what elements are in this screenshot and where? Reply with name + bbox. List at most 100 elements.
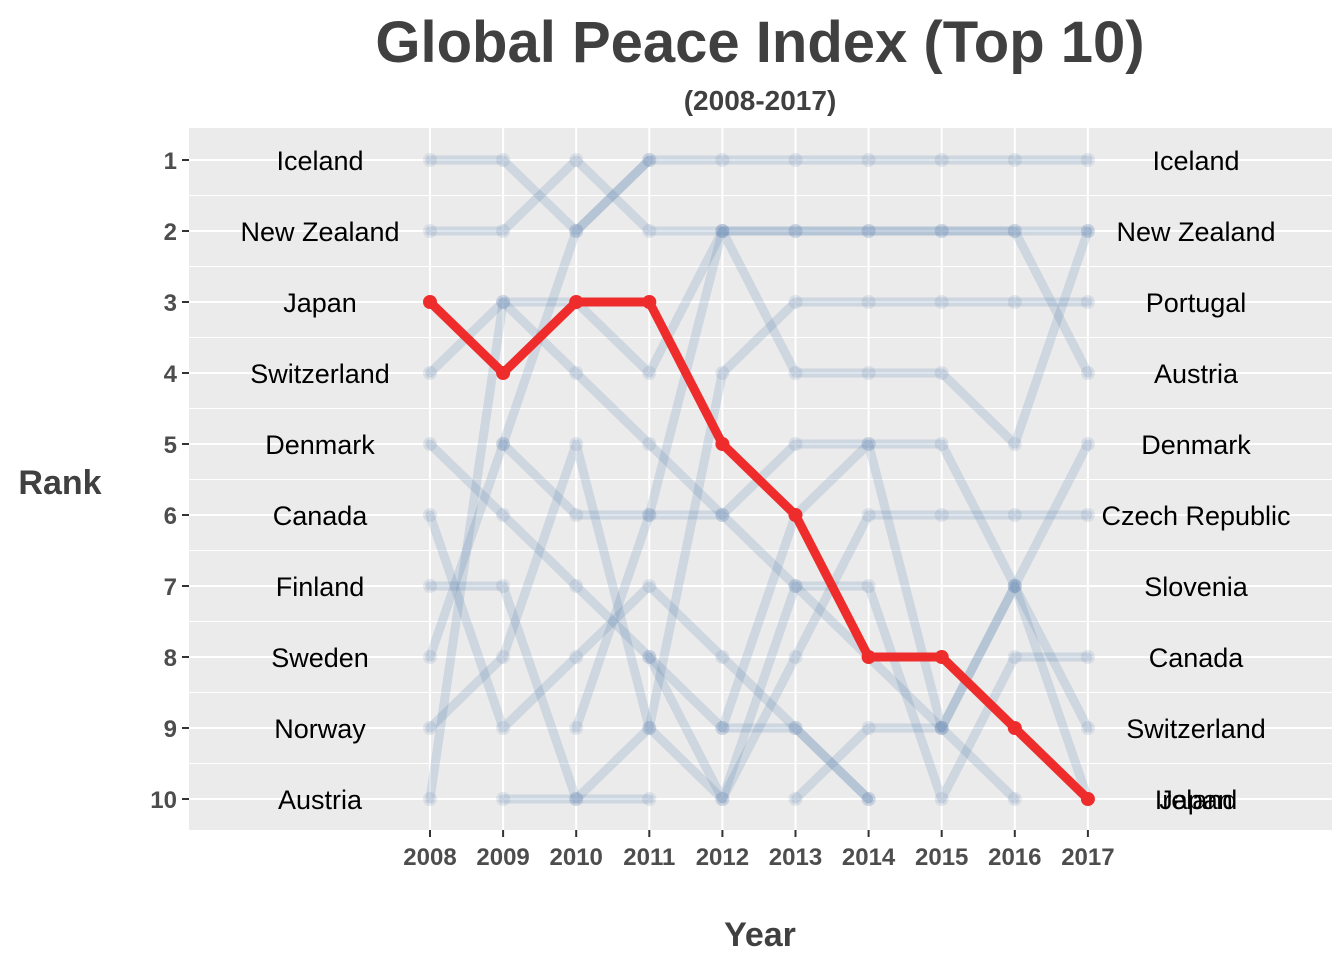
- series-point: [642, 508, 657, 522]
- series-point: [861, 224, 876, 238]
- series-point: [423, 792, 437, 806]
- series-point: [569, 792, 584, 806]
- highlight-point: [1080, 792, 1095, 806]
- series-point: [423, 508, 437, 522]
- series-point: [934, 721, 949, 735]
- axes: 1 2 3 4 5 6 7 8 9 10 2008 2009 2010 2011 2012 2013 2014 2…: [150, 148, 1114, 871]
- series-point: [423, 224, 437, 238]
- highlight-point: [861, 650, 876, 664]
- series-point: [1080, 295, 1095, 309]
- right-label: Canada: [1149, 643, 1245, 673]
- left-label: Austria: [278, 785, 363, 815]
- series-point: [642, 437, 657, 451]
- series-line: [644, 581, 1093, 804]
- series-line: [425, 510, 874, 804]
- left-label: Switzerland: [250, 359, 390, 389]
- country-labels: Iceland New Zealand Japan Switzerland Denmar…: [240, 146, 1290, 815]
- series-point: [642, 366, 657, 380]
- series-point: [1007, 579, 1022, 593]
- series-point: [1007, 792, 1022, 806]
- series-point: [861, 224, 876, 238]
- series-point: [642, 153, 657, 167]
- right-label: New Zealand: [1116, 217, 1275, 247]
- right-label: Portugal: [1146, 288, 1247, 318]
- series-point: [569, 437, 584, 451]
- series-point: [423, 721, 437, 735]
- highlight-point: [788, 508, 803, 522]
- series-point: [1007, 579, 1022, 593]
- highlight-point: [715, 437, 730, 451]
- series-point: [1080, 224, 1095, 238]
- series-line: [498, 439, 1093, 733]
- series-point: [715, 650, 730, 664]
- left-label: Finland: [276, 572, 365, 602]
- series-point: [788, 295, 803, 309]
- series-point: [788, 153, 803, 167]
- series-point: [569, 224, 584, 238]
- series-point: [569, 650, 584, 664]
- series-point: [934, 295, 949, 309]
- x-tick-label: 2017: [1061, 844, 1114, 871]
- left-label: Canada: [273, 501, 369, 531]
- series-point: [934, 153, 949, 167]
- x-tick-label: 2016: [988, 844, 1041, 871]
- left-label: Denmark: [265, 430, 375, 460]
- series-point: [569, 153, 584, 167]
- series-point: [788, 224, 803, 238]
- series-line: [425, 297, 1020, 804]
- series-line: [425, 581, 654, 804]
- series-point: [715, 153, 730, 167]
- right-label: Iceland: [1152, 146, 1239, 176]
- series-point: [861, 508, 876, 522]
- series-line: [425, 155, 1093, 378]
- series-point: [642, 650, 657, 664]
- series-point: [788, 437, 803, 451]
- y-tick-label: 4: [164, 361, 178, 388]
- series-point: [569, 792, 584, 806]
- y-tick-label: 5: [164, 432, 177, 459]
- right-label: Ireland: [1155, 785, 1238, 815]
- highlight-series: [423, 295, 1095, 806]
- series-point: [934, 792, 949, 806]
- highlight-point: [569, 295, 584, 309]
- series-point: [496, 153, 511, 167]
- y-tick-label: 8: [164, 645, 177, 672]
- series-point: [1007, 224, 1022, 238]
- x-tick-label: 2012: [696, 844, 749, 871]
- series-point: [934, 721, 949, 735]
- series-point: [1007, 579, 1022, 593]
- series-point: [788, 366, 803, 380]
- series-point: [496, 650, 511, 664]
- series-point: [715, 224, 730, 238]
- background-series: [423, 153, 1095, 806]
- grid: [189, 128, 1332, 830]
- series-point: [715, 508, 730, 522]
- x-tick-label: 2009: [476, 844, 529, 871]
- series-point: [423, 366, 437, 380]
- series-line: [571, 226, 1093, 733]
- series-point: [1007, 224, 1022, 238]
- series-point: [496, 792, 511, 806]
- x-tick-label: 2015: [915, 844, 968, 871]
- series-point: [1080, 153, 1095, 167]
- series-point: [642, 579, 657, 593]
- series-point: [715, 792, 730, 806]
- series-point: [934, 224, 949, 238]
- left-label: Norway: [274, 714, 366, 744]
- x-tick-label: 2014: [842, 844, 896, 871]
- series-line: [425, 439, 1093, 804]
- y-tick-label: 6: [164, 503, 177, 530]
- series-point: [1007, 437, 1022, 451]
- series-point: [788, 721, 803, 735]
- series-point: [569, 579, 584, 593]
- series-point: [642, 721, 657, 735]
- series-point: [861, 366, 876, 380]
- right-label: Austria: [1154, 359, 1239, 389]
- left-label: Japan: [283, 288, 357, 318]
- series-point: [642, 721, 657, 735]
- x-tick-label: 2013: [769, 844, 822, 871]
- series-point: [1080, 650, 1095, 664]
- y-tick-label: 7: [164, 574, 177, 601]
- series-line: [717, 439, 1093, 804]
- series-point: [1080, 508, 1095, 522]
